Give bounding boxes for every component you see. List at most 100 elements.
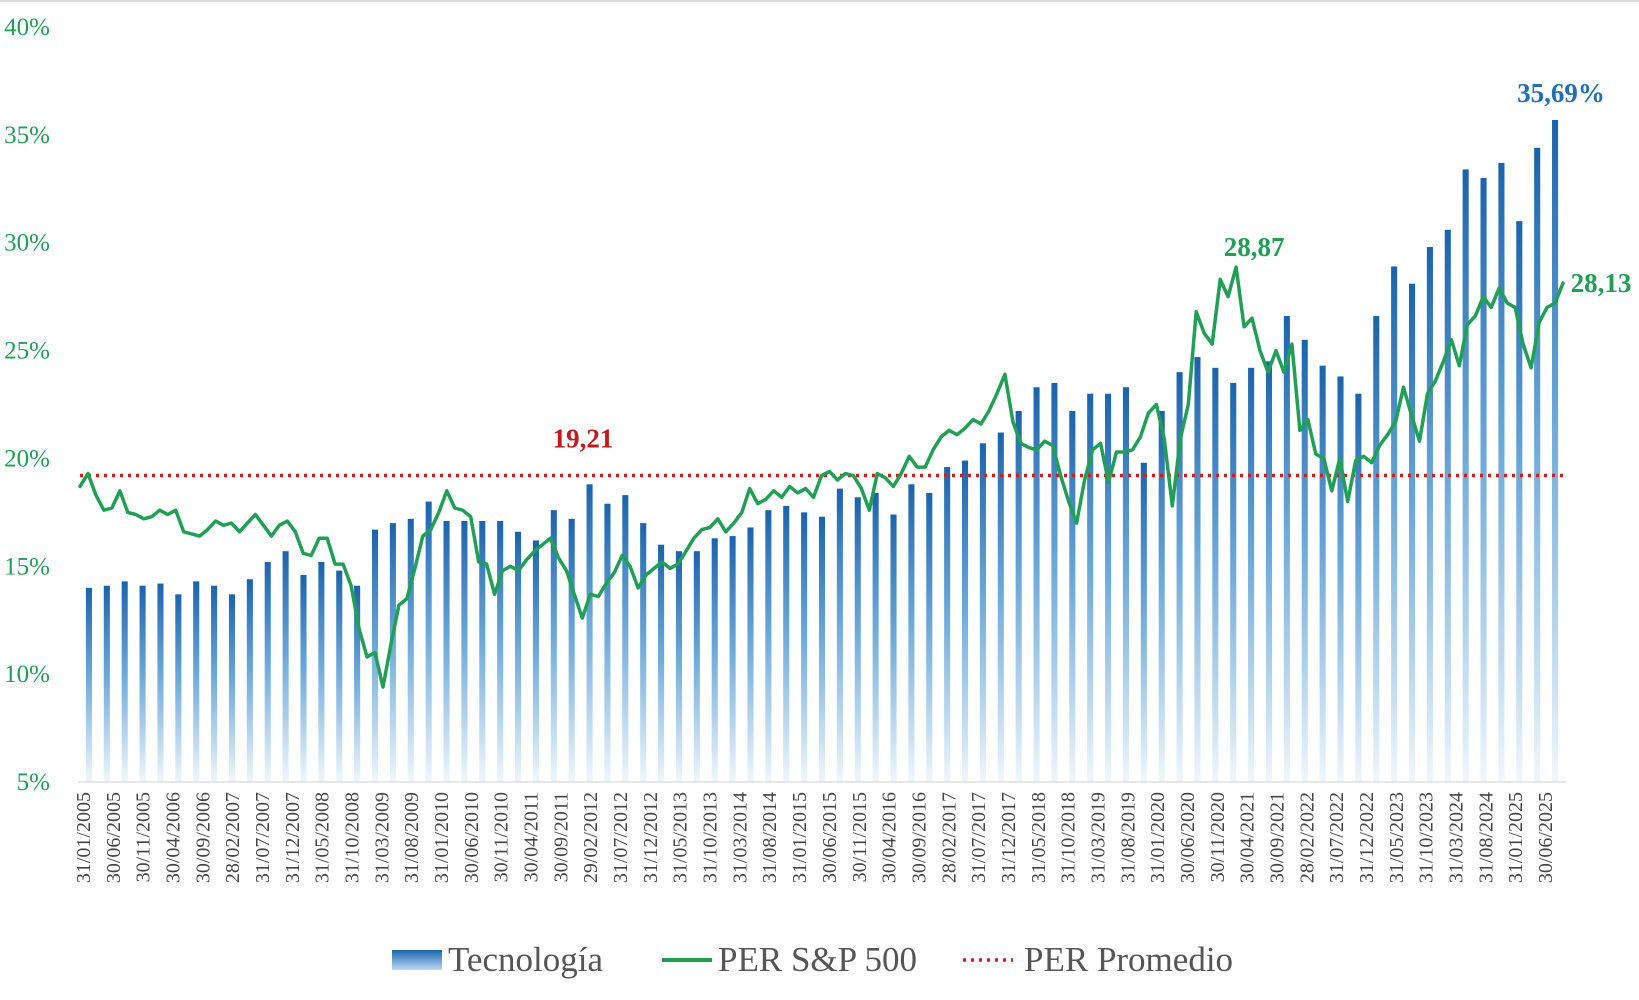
bar-tecnologia <box>1033 387 1040 782</box>
x-tick-label: 31/12/2017 <box>998 792 1020 883</box>
annotation-tecnologia-last: 35,69% <box>1517 78 1605 108</box>
x-tick-label: 31/05/2018 <box>1028 792 1050 883</box>
x-tick-label: 30/06/2005 <box>103 792 125 883</box>
bar-tecnologia <box>765 510 772 782</box>
bar-tecnologia <box>407 518 414 782</box>
bar-tecnologia <box>658 544 665 782</box>
bar-tecnologia <box>1516 221 1523 783</box>
per-sp500-line-group <box>78 265 1565 689</box>
legend-label-per-sp500: PER S&P 500 <box>718 940 917 979</box>
y-tick-label: 20% <box>4 445 50 472</box>
bar-tecnologia <box>1408 283 1416 782</box>
bar-tecnologia <box>318 561 325 782</box>
x-tick-label: 31/12/2022 <box>1356 792 1378 883</box>
x-tick-label: 31/03/2014 <box>729 792 751 883</box>
x-tick-label: 30/11/2020 <box>1207 792 1229 882</box>
bar-tecnologia <box>997 432 1004 782</box>
x-tick-label: 30/09/2016 <box>908 792 930 883</box>
x-tick-label: 31/08/2019 <box>1117 792 1139 883</box>
x-tick-label: 30/09/2011 <box>550 792 572 882</box>
bar-tecnologia <box>1069 410 1076 782</box>
bar-tecnologia <box>1015 410 1022 782</box>
bar-tecnologia <box>818 516 826 782</box>
bar-tecnologia <box>926 492 933 782</box>
bar-tecnologia <box>944 467 951 782</box>
x-tick-label: 30/06/2025 <box>1535 792 1557 883</box>
x-tick-label: 31/07/2017 <box>968 792 990 883</box>
y-tick-label: 40% <box>4 14 50 41</box>
annotation-per-max: 28,87 <box>1224 232 1285 262</box>
bar-tecnologia <box>443 520 450 782</box>
bar-tecnologia <box>264 561 271 782</box>
per-sp500-line <box>78 265 1565 689</box>
x-tick-label: 30/04/2006 <box>163 792 185 883</box>
bar-tecnologia <box>1051 382 1058 782</box>
y-tick-label: 30% <box>4 230 50 257</box>
bar-tecnologia <box>747 527 754 782</box>
x-tick-label: 30/06/2020 <box>1177 792 1199 883</box>
bar-tecnologia <box>85 587 92 782</box>
x-tick-label: 31/05/2023 <box>1386 792 1408 883</box>
legend: Tecnología PER S&P 500 PER Promedio <box>392 940 1233 979</box>
bar-tecnologia <box>532 540 539 782</box>
x-tick-label: 31/10/2023 <box>1416 792 1438 883</box>
x-tick-label: 30/04/2021 <box>1237 792 1259 883</box>
bar-tecnologia <box>801 512 808 782</box>
bar-tecnologia <box>675 551 683 782</box>
x-tick-label: 31/10/2018 <box>1058 792 1080 883</box>
bar-tecnologia <box>211 585 218 782</box>
bar-tecnologia <box>1230 382 1237 782</box>
x-tick-label: 31/07/2012 <box>610 792 632 883</box>
annotations: 19,21 28,87 28,13 35,69% <box>553 78 1632 453</box>
x-tick-label: 31/10/2008 <box>342 792 364 883</box>
legend-label-tecnologia: Tecnología <box>448 940 603 979</box>
y-tick-label: 15% <box>4 553 50 580</box>
y-axis: 5% 10% 15% 20% 25% 30% 35% 40% <box>4 14 50 796</box>
bar-tecnologia <box>586 484 593 782</box>
y-tick-label: 5% <box>17 769 50 796</box>
bar-tecnologia <box>228 594 236 782</box>
y-tick-label: 25% <box>4 338 50 365</box>
x-tick-label: 30/11/2010 <box>491 792 513 882</box>
bar-tecnologia <box>550 510 557 782</box>
bar-tecnologia <box>1087 393 1094 782</box>
x-tick-label: 28/02/2007 <box>222 792 244 883</box>
bar-tecnologia <box>497 520 504 782</box>
bar-tecnologia <box>1212 367 1219 782</box>
x-tick-label: 31/07/2007 <box>252 792 274 883</box>
x-tick-label: 31/10/2013 <box>700 792 722 883</box>
bar-tecnologia <box>1498 162 1505 782</box>
x-tick-label: 29/02/2012 <box>580 792 602 883</box>
bar-tecnologia <box>175 594 182 782</box>
x-axis: 31/01/2005 30/06/2005 30/11/2005 30/04/2006… <box>73 792 1557 883</box>
bar-tecnologia <box>389 523 396 782</box>
bar-tecnologia <box>1176 372 1183 782</box>
bar-tecnologia <box>711 538 718 782</box>
bar-tecnologia <box>1337 376 1344 782</box>
y-tick-label: 10% <box>4 661 50 688</box>
bar-tecnologia <box>1283 316 1290 782</box>
bar-tecnologia <box>1534 147 1541 783</box>
bar-tecnologia <box>461 520 468 782</box>
bar-tecnologia <box>425 501 432 782</box>
bar-tecnologia <box>354 585 361 782</box>
legend-item-tecnologia: Tecnología <box>392 940 603 979</box>
bar-tecnologia <box>961 460 969 782</box>
bar-tecnologia <box>157 583 164 782</box>
x-tick-label: 31/08/2014 <box>759 792 781 883</box>
x-tick-label: 31/01/2020 <box>1147 792 1169 883</box>
bar-tecnologia <box>121 581 128 782</box>
bar-series-tecnologia <box>85 119 1559 783</box>
x-tick-label: 30/06/2010 <box>461 792 483 883</box>
bar-tecnologia <box>568 518 575 782</box>
x-tick-label: 31/12/2007 <box>282 792 304 883</box>
bar-tecnologia <box>854 497 861 782</box>
x-tick-label: 31/05/2008 <box>312 792 334 883</box>
bar-tecnologia <box>139 585 146 782</box>
x-tick-label: 31/01/2010 <box>431 792 453 883</box>
bar-tecnologia <box>640 523 647 782</box>
legend-swatch-tecnologia <box>392 950 442 970</box>
bar-tecnologia <box>729 536 736 782</box>
bar-tecnologia <box>336 570 343 782</box>
